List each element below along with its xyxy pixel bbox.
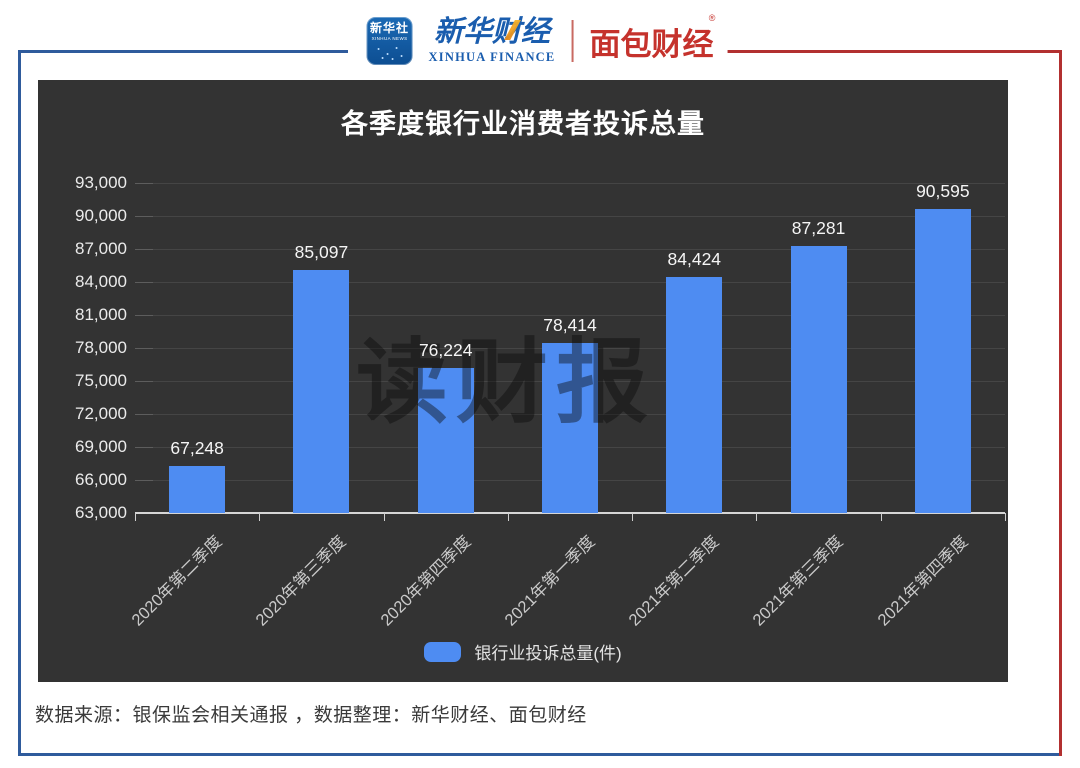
y-axis-label: 63,000 xyxy=(75,503,127,522)
gridline xyxy=(135,315,1005,316)
xinhua-finance-cn-wordmark: 新华财经 xyxy=(433,16,551,49)
y-axis-label: 78,000 xyxy=(75,338,127,357)
bar-2020年第四季度 xyxy=(417,367,474,513)
x-tick-mark xyxy=(756,513,758,521)
xinhua-icon-constellation xyxy=(375,44,405,62)
xinhua-news-app-icon: 新华社 XINHUA NEWS xyxy=(366,17,413,65)
y-axis-label: 81,000 xyxy=(75,305,127,324)
y-tick-mark xyxy=(135,315,153,316)
y-tick-mark xyxy=(135,447,153,448)
y-tick-mark xyxy=(135,348,153,349)
x-axis-category-label: 2020年第三季度 xyxy=(252,532,350,630)
y-axis-label: 87,000 xyxy=(75,239,127,258)
x-tick-mark xyxy=(383,513,385,521)
y-tick-mark xyxy=(135,480,153,481)
bar-value-label: 78,414 xyxy=(543,315,597,336)
x-tick-mark xyxy=(632,513,634,521)
x-axis-category-label: 2020年第二季度 xyxy=(128,532,226,630)
x-axis-category-label: 2021年第四季度 xyxy=(874,532,972,630)
header-logos: 新华社 XINHUA NEWS 新华财经 XINHUA FINANCE 面包财经… xyxy=(352,6,728,76)
bar-2021年第三季度 xyxy=(790,245,847,513)
bar-2021年第二季度 xyxy=(666,277,723,513)
gridline xyxy=(135,249,1005,250)
frame-edge-bottom xyxy=(18,753,1062,756)
data-source-note: 数据来源：银保监会相关通报 ，数据整理：新华财经、面包财经 xyxy=(35,705,587,726)
y-tick-mark xyxy=(135,183,153,184)
bar-value-label: 85,097 xyxy=(294,241,349,262)
bar-2020年第三季度 xyxy=(293,269,350,513)
gridline xyxy=(135,183,1005,184)
chart-legend: 银行业投诉总量(件) xyxy=(38,639,1008,664)
x-tick-mark xyxy=(507,513,509,521)
x-axis-category-label: 2021年第三季度 xyxy=(749,532,847,630)
x-tick-mark xyxy=(259,513,261,521)
x-axis-category-label: 2021年第二季度 xyxy=(625,532,723,630)
xinhua-icon-cn-label: 新华社 xyxy=(370,21,410,35)
y-axis-label: 75,000 xyxy=(75,371,127,390)
logo-divider xyxy=(571,20,574,62)
y-tick-mark xyxy=(135,216,153,217)
frame-edge-left xyxy=(18,50,21,756)
plot-area: 93,000 90,000 87,000 84,000 81,000 78,000 75,0… xyxy=(75,173,1006,630)
x-axis-category-label: 2021年第一季度 xyxy=(501,532,599,630)
y-tick-mark xyxy=(135,381,153,382)
mianbao-finance-wordmark: 面包财经 xyxy=(589,26,714,62)
xinhua-finance-logo: 新华财经 XINHUA FINANCE xyxy=(429,18,556,64)
decorative-frame xyxy=(18,50,1062,756)
bar-2021年第四季度 xyxy=(914,209,971,513)
y-tick-mark xyxy=(135,249,153,250)
y-axis-label: 93,000 xyxy=(75,173,127,192)
gridline xyxy=(135,282,1005,283)
chart-title: 各季度银行业消费者投诉总量 xyxy=(341,109,705,139)
x-tick-mark xyxy=(880,513,882,521)
x-tick-mark xyxy=(135,513,136,521)
bar-value-label: 67,248 xyxy=(170,438,224,459)
y-tick-mark xyxy=(135,414,153,415)
y-axis-label: 90,000 xyxy=(75,206,127,225)
xinhua-icon-en-label: XINHUA NEWS xyxy=(371,36,408,41)
bar-2020年第二季度 xyxy=(169,466,226,513)
registered-trademark-icon: ® xyxy=(708,12,716,23)
mianbao-finance-logo: 面包财经 ® xyxy=(589,13,715,64)
frame-edge-right xyxy=(1059,50,1062,756)
bar-value-label: 84,424 xyxy=(667,249,722,270)
y-axis-label: 84,000 xyxy=(75,272,127,291)
legend-swatch xyxy=(424,641,462,662)
y-axis-label: 72,000 xyxy=(75,404,127,423)
chart-panel: 各季度银行业消费者投诉总量 93,000 90,000 87,000 84,000 81… xyxy=(38,80,1008,682)
bar-value-label: 76,224 xyxy=(418,339,473,360)
y-axis-label: 66,000 xyxy=(75,470,127,489)
bar-value-label: 90,595 xyxy=(916,181,970,202)
gridline xyxy=(135,216,1005,217)
bar-2021年第一季度 xyxy=(542,343,598,513)
y-tick-mark xyxy=(135,282,153,283)
y-axis-label: 69,000 xyxy=(75,437,127,456)
frame-edge-top-right xyxy=(710,50,1062,53)
bar-value-label: 87,281 xyxy=(791,217,846,238)
legend-label: 银行业投诉总量(件) xyxy=(474,644,622,663)
frame-edge-top-left xyxy=(18,50,348,53)
xinhua-finance-en-wordmark: XINHUA FINANCE xyxy=(428,50,556,65)
x-axis-category-label: 2020年第四季度 xyxy=(376,532,474,630)
x-tick-mark xyxy=(1005,513,1006,521)
x-axis-line xyxy=(135,512,1005,514)
